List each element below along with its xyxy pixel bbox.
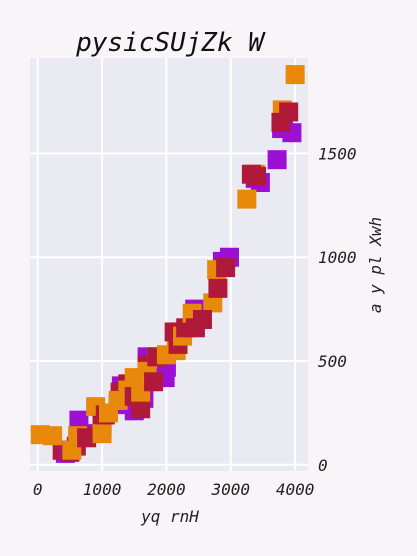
data-point — [192, 309, 212, 329]
x-axis-label: yq rnH — [140, 507, 199, 526]
x-tick-label: 3000 — [211, 480, 251, 499]
x-tick-labels: 0 1000 2000 3000 4000 — [33, 480, 314, 499]
data-point — [62, 440, 82, 460]
data-point — [279, 102, 299, 122]
y-tick-label: 1000 — [318, 248, 357, 267]
data-point — [208, 278, 228, 298]
data-point — [237, 189, 257, 209]
y-tick-label: 1500 — [318, 144, 357, 163]
x-tick-label: 4000 — [276, 480, 315, 499]
data-point — [267, 150, 287, 170]
data-point — [285, 65, 305, 85]
y-tick-labels: 0 500 1000 1500 — [318, 144, 357, 474]
data-point — [247, 166, 267, 186]
data-point — [43, 426, 63, 446]
data-point — [203, 293, 223, 313]
data-point — [216, 258, 236, 278]
data-points — [30, 65, 305, 463]
data-point — [144, 372, 164, 392]
y-axis-label: a y pl Xwh — [366, 217, 385, 313]
chart-title: pysicSUjZk W — [75, 28, 266, 58]
y-tick-label: 500 — [318, 352, 347, 371]
data-point — [131, 399, 151, 419]
x-tick-label: 2000 — [147, 480, 186, 499]
data-point — [92, 424, 112, 444]
x-tick-label: 0 — [33, 480, 43, 499]
data-point — [77, 428, 97, 448]
x-tick-label: 1000 — [83, 480, 122, 499]
y-tick-label: 0 — [318, 456, 328, 475]
plot-area — [30, 58, 308, 471]
